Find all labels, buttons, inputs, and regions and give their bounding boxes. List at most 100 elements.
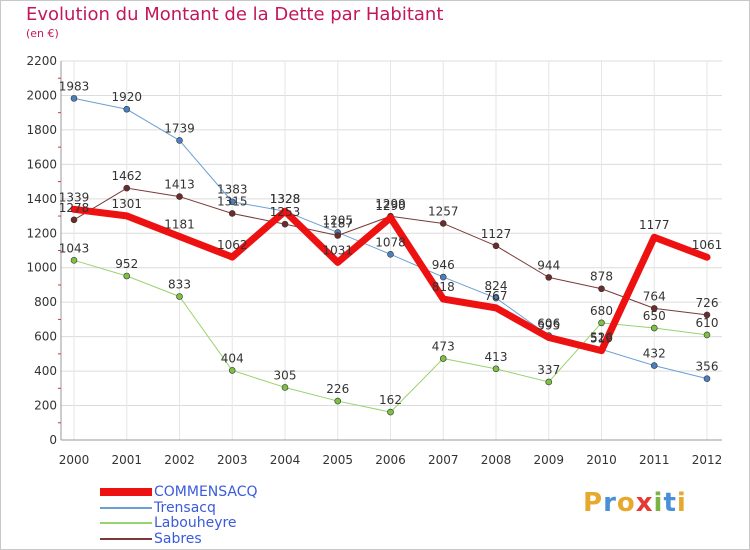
data-label-labouheyre: 680 [590,304,613,318]
data-label-commensacq: 1031 [322,243,353,257]
data-label-trensacq: 606 [537,317,560,331]
data-label-labouheyre: 305 [274,368,297,382]
data-point-trensacq [439,273,447,281]
data-point-commensacq [387,214,394,222]
data-label-sabres: 1253 [270,205,301,219]
y-tick-label: 1200 [26,226,57,240]
x-tick-label: 2012 [692,453,723,467]
data-point-labouheyre [387,408,394,416]
data-label-sabres: 1257 [428,204,459,218]
data-label-labouheyre: 952 [115,257,138,271]
legend-label-commensacq: COMMENSACQ [154,484,258,500]
data-label-sabres: 1127 [481,227,512,241]
logo-letter: i [676,488,687,518]
data-label-labouheyre: 404 [221,351,244,365]
data-label-commensacq: 767 [485,289,508,303]
data-point-sabres [334,232,342,239]
x-tick-label: 2004 [270,453,301,467]
data-label-sabres: 1278 [59,201,90,215]
data-point-labouheyre [123,272,131,280]
logo-letter: t [663,488,677,518]
data-point-commensacq [334,259,342,266]
data-label-commensacq: 1181 [164,218,195,232]
data-label-commensacq: 519 [590,332,613,346]
y-tick-label: 1600 [26,157,57,171]
y-tick-label: 800 [34,295,57,309]
data-label-commensacq: 595 [537,318,560,332]
data-point-sabres [123,184,131,192]
data-label-commensacq: 818 [432,280,455,294]
data-label-commensacq: 1061 [692,238,723,252]
data-point-commensacq [492,304,500,312]
data-label-labouheyre: 1043 [59,241,90,255]
data-label-commensacq: 1290 [375,199,406,213]
data-label-trensacq: 1920 [111,90,142,104]
data-label-trensacq: 1383 [217,183,248,197]
data-point-commensacq [176,233,183,240]
x-tick-label: 2009 [533,453,564,467]
data-label-commensacq: 1062 [217,238,248,252]
data-point-labouheyre [228,367,236,374]
data-label-labouheyre: 413 [485,350,508,364]
data-point-sabres [176,193,183,200]
chart-title: Evolution du Montant de la Dette par Hab… [26,4,444,25]
data-point-commensacq [598,347,605,354]
legend-label-labouheyre: Labouheyre [154,515,237,531]
data-point-sabres [492,242,500,250]
data-point-sabres [439,220,447,227]
data-point-commensacq [281,207,289,215]
data-label-commensacq: 1328 [270,192,301,206]
data-point-trensacq [70,95,78,102]
y-tick-label: 2200 [26,54,57,68]
x-tick-label: 2006 [375,453,406,467]
data-label-labouheyre: 833 [168,277,191,291]
data-label-trensacq: 356 [696,360,719,374]
data-label-trensacq: 432 [643,347,666,361]
data-point-trensacq [228,198,236,206]
data-label-trensacq: 526 [590,330,613,344]
data-point-labouheyre [334,397,342,405]
y-tick-label: 2000 [26,88,57,102]
data-label-labouheyre: 610 [696,316,719,330]
y-tick-label: 1800 [26,123,57,137]
y-tick-label: 0 [49,433,57,447]
data-point-labouheyre [598,319,605,327]
data-point-trensacq [387,250,394,258]
data-point-labouheyre [650,324,658,332]
data-point-labouheyre [492,365,500,373]
data-label-trensacq: 824 [485,279,508,293]
data-point-commensacq [70,206,78,213]
data-point-sabres [70,216,78,224]
legend-label-trensacq: Trensacq [154,500,216,516]
data-label-trensacq: 1983 [59,79,90,93]
x-tick-label: 2005 [322,453,353,467]
data-label-sabres: 764 [643,289,666,303]
proxiti-logo: Proxiti [583,488,687,518]
logo-letter: P [583,488,604,518]
data-label-sabres: 878 [590,270,613,284]
data-point-labouheyre [281,384,289,391]
x-tick-label: 2002 [164,453,195,467]
data-point-sabres [703,311,711,319]
data-point-trensacq [650,362,658,369]
legend-swatch-labouheyre [100,522,152,524]
data-point-labouheyre [70,257,78,264]
data-label-sabres: 1462 [111,169,142,183]
data-label-sabres: 1315 [217,194,248,208]
y-tick-label: 600 [34,330,57,344]
logo-letter: x [635,488,654,518]
data-point-commensacq [439,295,447,303]
y-tick-label: 1400 [26,192,57,206]
data-point-trensacq [703,375,711,382]
data-point-trensacq [492,294,500,302]
x-tick-label: 2007 [428,453,459,467]
data-label-trensacq: 1328 [270,192,301,206]
y-tick-label: 1000 [26,261,57,275]
data-label-commensacq: 1301 [111,197,142,211]
data-point-sabres [545,274,553,281]
data-point-labouheyre [703,331,711,339]
data-point-commensacq [650,233,658,241]
data-point-labouheyre [439,355,447,362]
logo-letter: r [603,488,617,518]
data-point-commensacq [123,212,131,220]
